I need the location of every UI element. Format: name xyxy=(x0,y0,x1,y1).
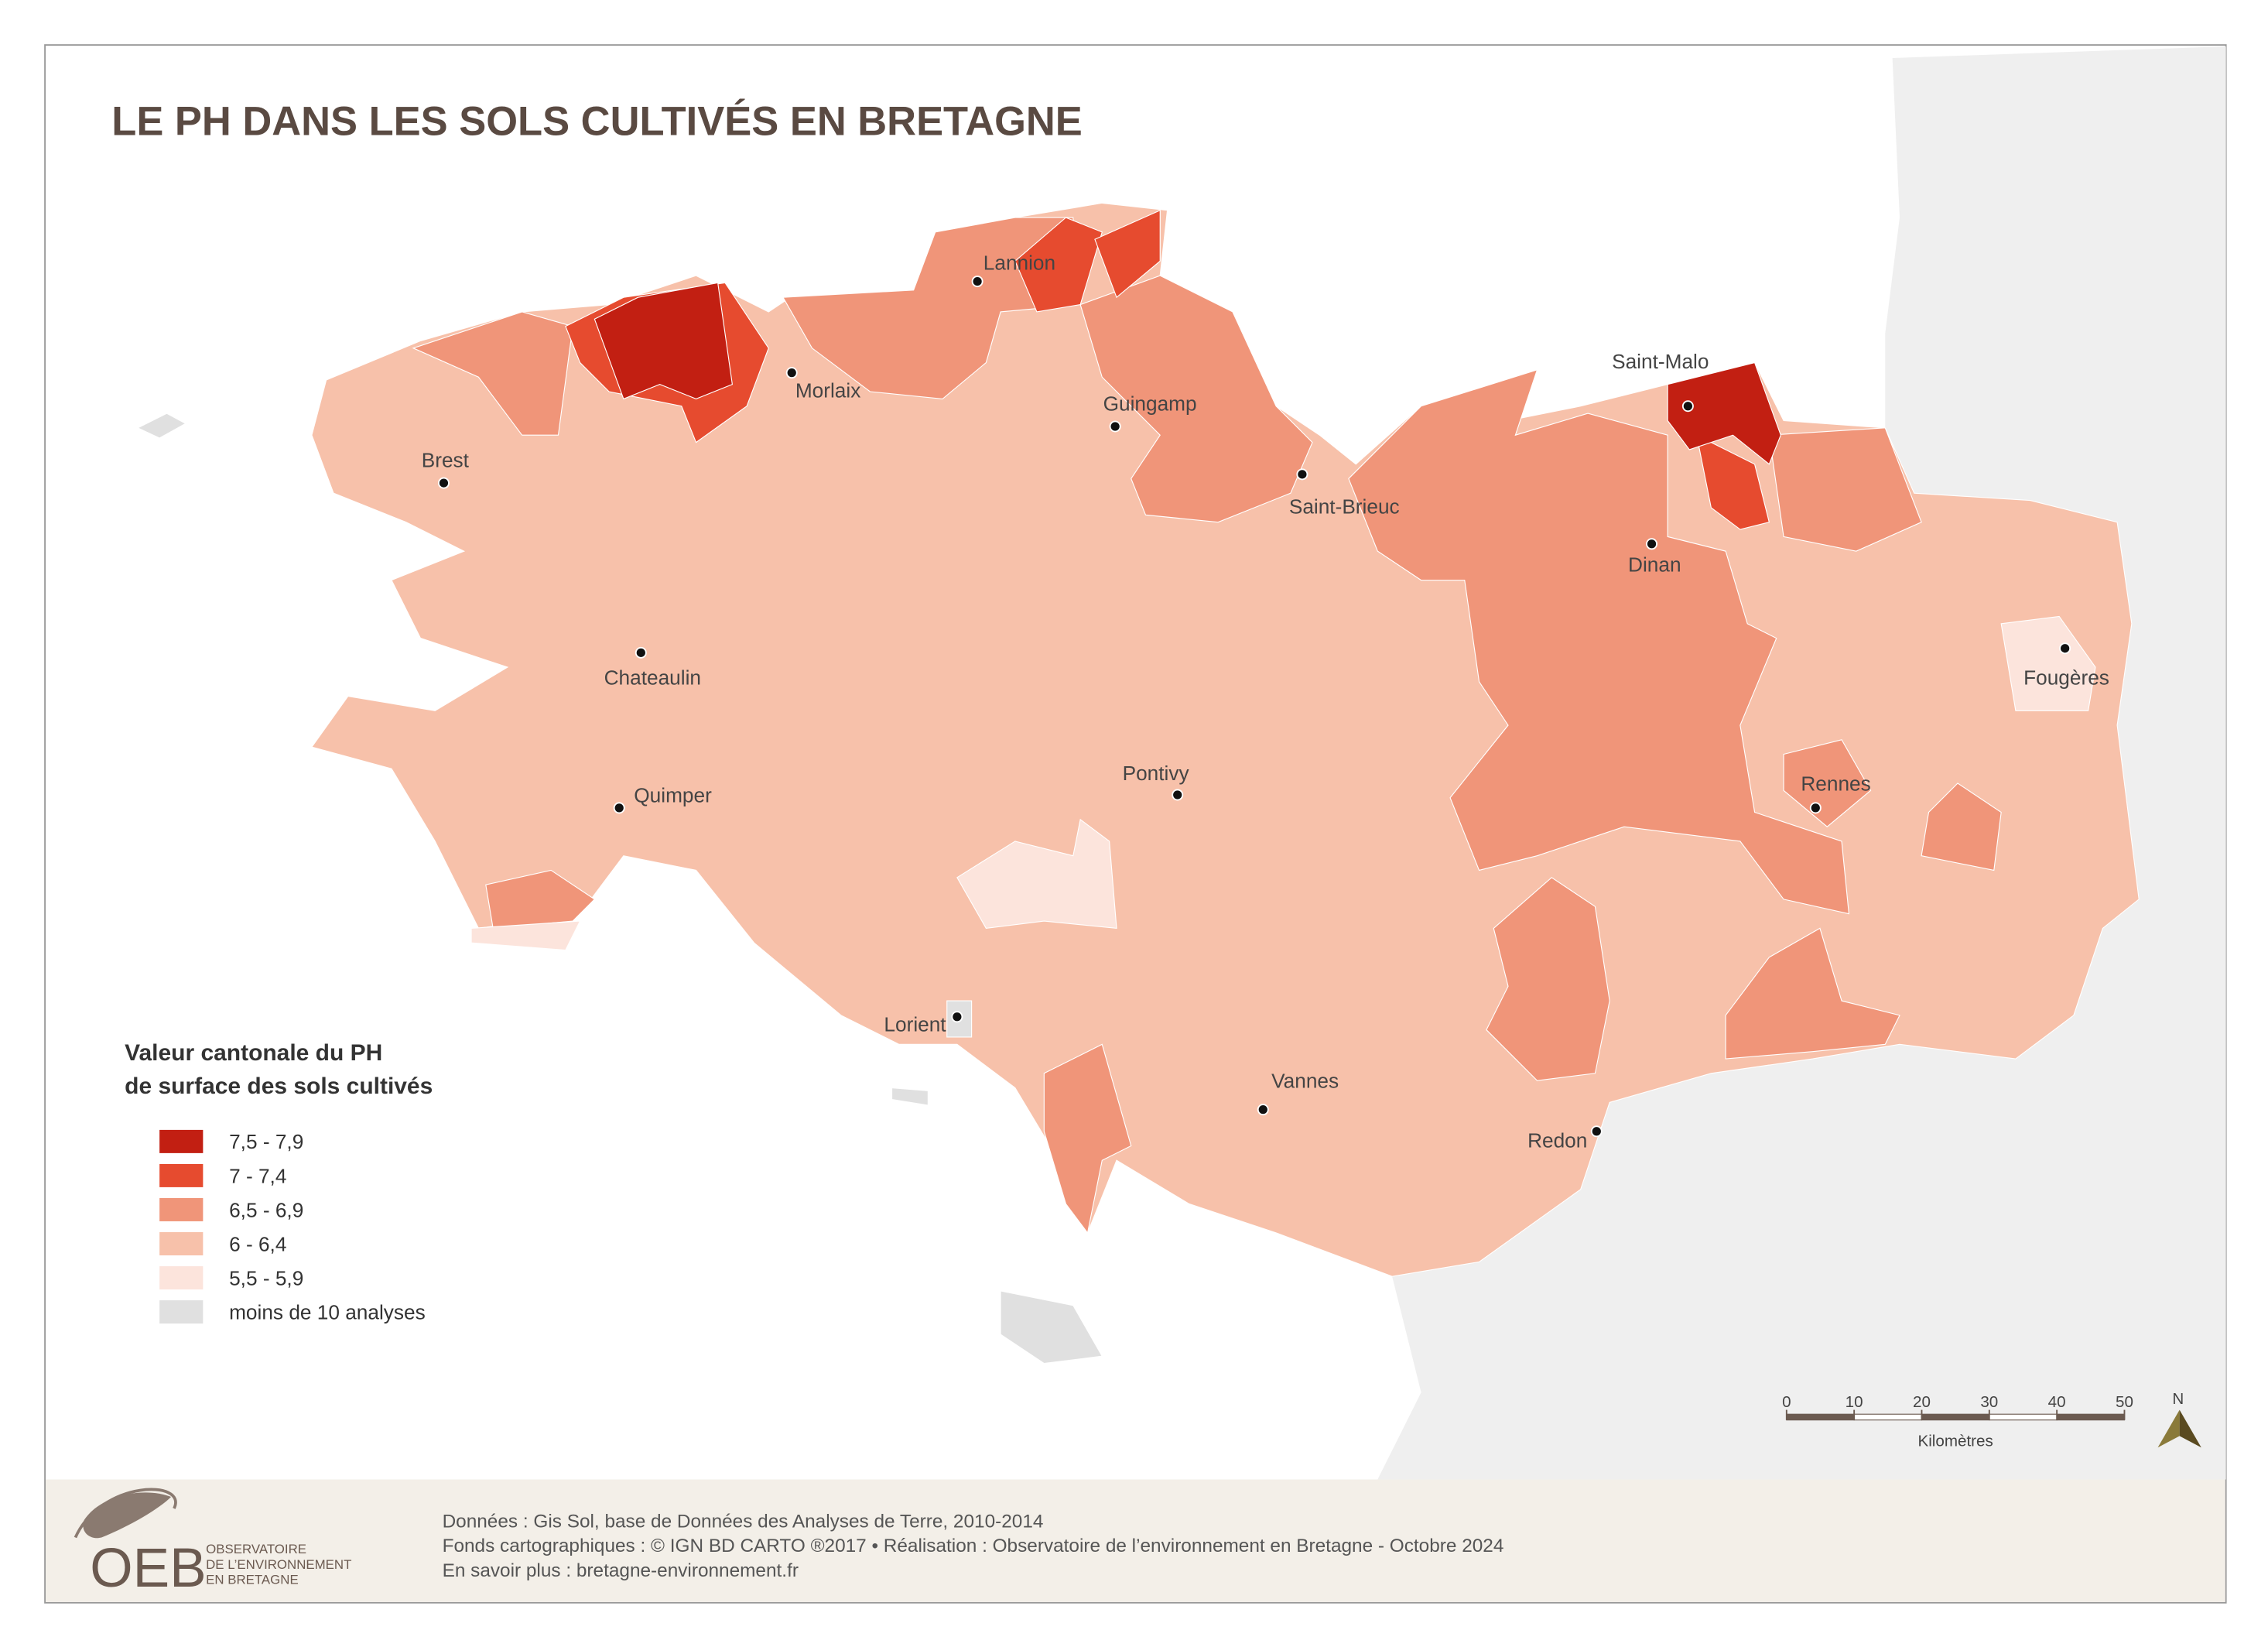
legend-swatch xyxy=(159,1266,204,1290)
canton-region xyxy=(1348,369,1850,915)
canton-region xyxy=(1000,1290,1103,1365)
canton-region xyxy=(1486,877,1610,1081)
legend-label: moins de 10 analyses xyxy=(229,1300,426,1323)
legend-label: 7 - 7,4 xyxy=(229,1164,286,1187)
scale-segment xyxy=(1853,1413,1923,1421)
logo-name: DE L’ENVIRONNEMENT xyxy=(206,1557,351,1572)
city-label: Chateaulin xyxy=(604,666,701,690)
city-dot xyxy=(613,802,625,814)
city-label: Vannes xyxy=(1271,1070,1339,1093)
scale-segment xyxy=(2056,1413,2126,1421)
canton-region xyxy=(412,311,573,436)
city-label: Redon xyxy=(1527,1128,1587,1152)
scale-segment xyxy=(1989,1413,2058,1421)
logo-arc xyxy=(74,1488,177,1539)
city-dot xyxy=(951,1011,963,1023)
legend-title: de surface des sols cultivés xyxy=(125,1073,433,1099)
footer-line: En savoir plus : bretagne-environnement.… xyxy=(443,1560,799,1581)
legend-swatch xyxy=(159,1129,204,1153)
scale-segment xyxy=(1921,1413,1990,1421)
canton-region xyxy=(1921,782,2002,871)
north-arrow xyxy=(2157,1409,2180,1448)
canton-region xyxy=(470,920,581,951)
city-dot xyxy=(1809,802,1822,814)
legend-swatch xyxy=(159,1232,204,1255)
scale-label: 10 xyxy=(1846,1393,1863,1411)
city-label: Lannion xyxy=(983,252,1055,275)
city-dot xyxy=(1590,1125,1603,1138)
city-label: Fougères xyxy=(2023,666,2109,690)
footer-band xyxy=(46,1479,2225,1602)
canton-region xyxy=(1667,361,1781,465)
legend-label: 6,5 - 6,9 xyxy=(229,1198,303,1221)
scale-segment xyxy=(1786,1413,1855,1421)
city-label: Dinan xyxy=(1628,553,1681,576)
scale-label: 20 xyxy=(1913,1393,1931,1411)
canton-region xyxy=(1014,217,1103,313)
canton-region xyxy=(594,282,734,400)
canton-region xyxy=(1079,275,1313,523)
city-dot xyxy=(635,646,647,659)
north-label: N xyxy=(2172,1390,2184,1408)
city-label: Guingamp xyxy=(1103,392,1197,415)
city-label: Lorient xyxy=(884,1012,946,1036)
scale-label: 50 xyxy=(2116,1393,2133,1411)
canton-region xyxy=(136,413,187,439)
city-dot xyxy=(1257,1104,1269,1116)
logo-name: OBSERVATOIRE xyxy=(206,1542,306,1556)
map xyxy=(136,46,2226,1480)
legend-swatch xyxy=(159,1163,204,1187)
legend-swatch xyxy=(159,1300,204,1324)
city-dot xyxy=(1646,538,1658,550)
city-dot xyxy=(1172,789,1184,801)
legend-title: Valeur cantonale du PH xyxy=(125,1040,382,1066)
canton-region xyxy=(1725,927,1900,1060)
legend-label: 5,5 - 5,9 xyxy=(229,1266,303,1289)
city-label: Brest xyxy=(422,448,470,471)
city-label: Saint-Malo xyxy=(1612,350,1709,373)
canton-region xyxy=(485,869,596,930)
city-dot xyxy=(971,276,983,288)
footer: Données : Gis Sol, base de Données des A… xyxy=(443,1511,1504,1581)
scale-bar: 0 10 20 30 40 50 Kilomètres N xyxy=(1782,1390,2201,1450)
logo-name: EN BRETAGNE xyxy=(206,1572,299,1587)
legend-label: 6 - 6,4 xyxy=(229,1232,286,1255)
canton-region xyxy=(1043,1043,1132,1234)
scale-label: 0 xyxy=(1782,1393,1791,1411)
legend-swatch xyxy=(159,1197,204,1221)
city-label: Quimper xyxy=(634,783,712,806)
canton-region xyxy=(891,1087,929,1106)
city-label: Saint-Brieuc xyxy=(1289,495,1400,518)
legend: Valeur cantonale du PH de surface des sol… xyxy=(125,1040,433,1324)
canton-region xyxy=(956,818,1117,930)
city-dot xyxy=(1109,420,1121,433)
neighbour-land xyxy=(1377,46,2226,1480)
canton-region xyxy=(1783,739,1872,827)
footer-line: Données : Gis Sol, base de Données des A… xyxy=(443,1511,1044,1532)
canton-region xyxy=(310,202,2140,1277)
city-label: Morlaix xyxy=(795,379,861,402)
canton-region xyxy=(2000,615,2096,711)
city-dot xyxy=(2059,642,2071,655)
map-title: LE PH DANS LES SOLS CULTIVÉS EN BRETAGNE xyxy=(111,99,1083,144)
city-dot xyxy=(785,367,798,379)
legend-label: 7,5 - 7,9 xyxy=(229,1130,303,1153)
city-dot xyxy=(1681,400,1694,413)
canton-region xyxy=(1695,434,1770,530)
scale-label: 30 xyxy=(1980,1393,1998,1411)
footer-line: Fonds cartographiques : © IGN BD CARTO ®… xyxy=(443,1536,1504,1556)
canton-region xyxy=(1768,427,1922,552)
city-dot xyxy=(1296,468,1308,481)
cities: Lannion Morlaix Guingamp Brest Saint-Brieuc S… xyxy=(422,252,2109,1152)
scale-label: 40 xyxy=(2048,1393,2066,1411)
city-label: Rennes xyxy=(1801,772,1870,795)
scale-unit: Kilomètres xyxy=(1917,1432,1993,1450)
city-dot xyxy=(437,477,450,489)
logo-acronym: OEB xyxy=(90,1538,206,1599)
city-label: Pontivy xyxy=(1123,762,1190,785)
canton-region xyxy=(1094,209,1161,299)
